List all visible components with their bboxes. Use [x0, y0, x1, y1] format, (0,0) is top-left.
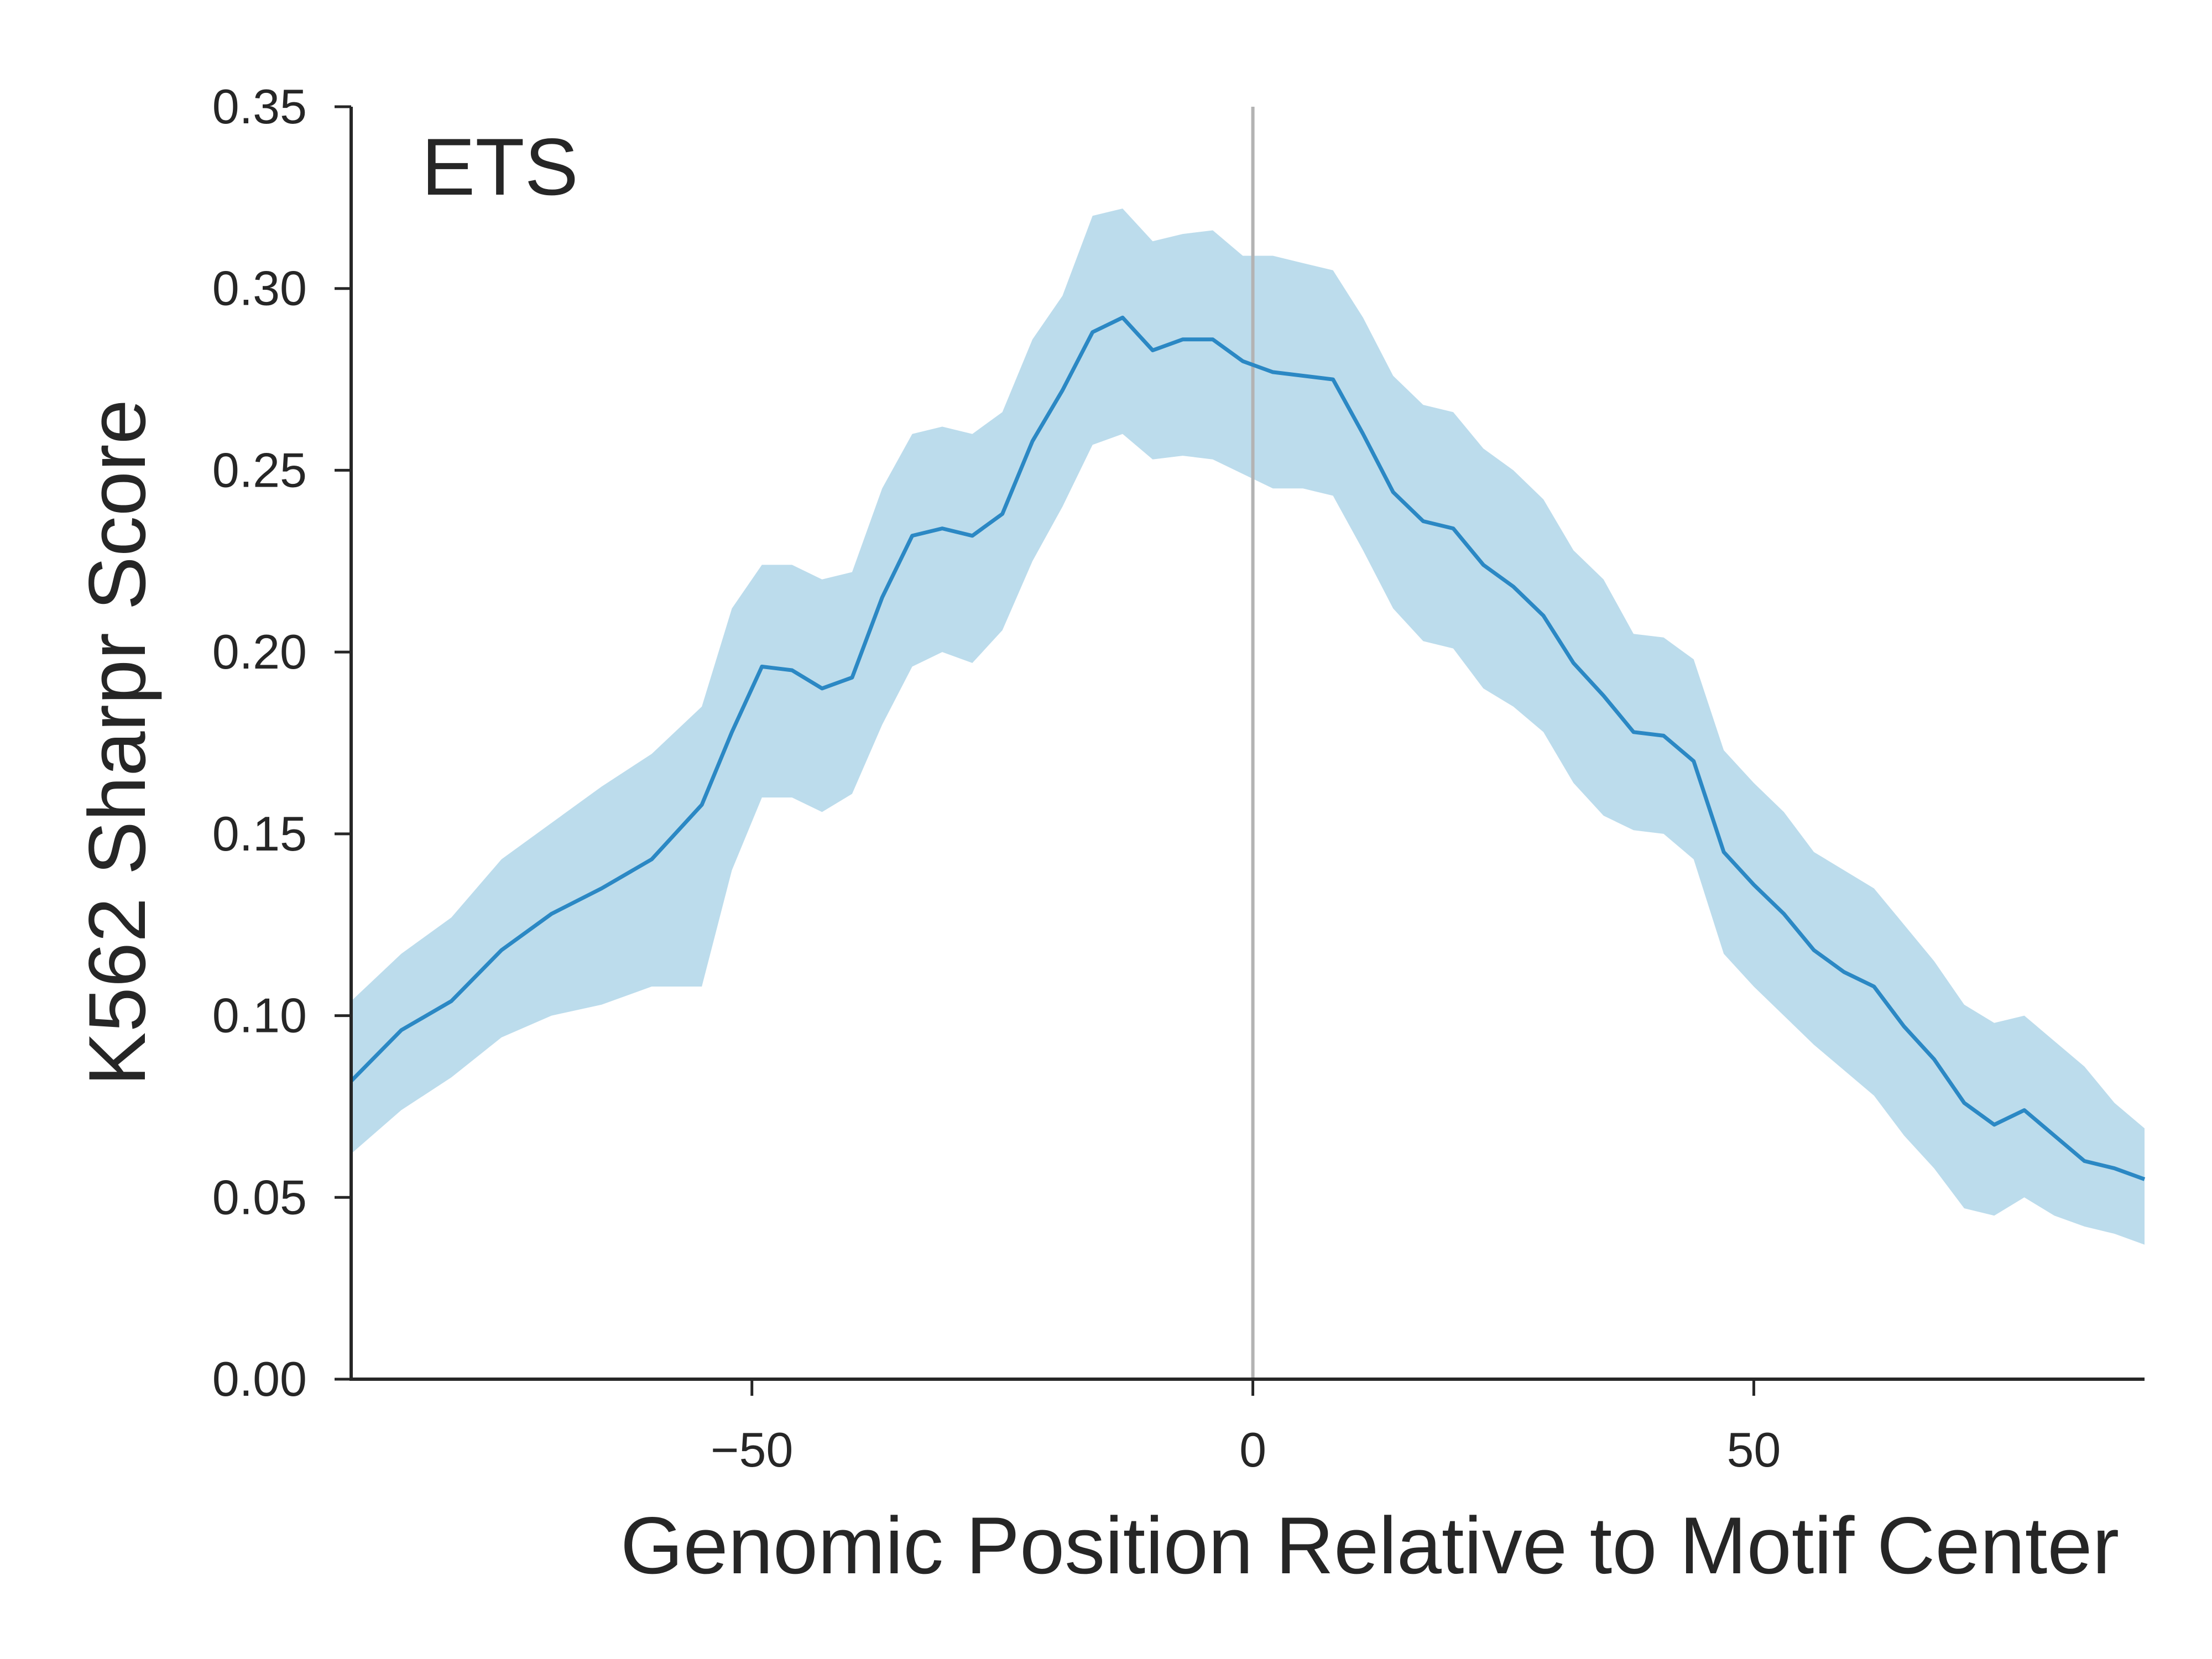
x-axis-ticks: −50 0 50 — [711, 1379, 1781, 1477]
y-tick-label: 0.10 — [212, 988, 307, 1043]
x-tick-label: 0 — [1239, 1422, 1266, 1477]
x-axis-label: Genomic Position Relative to Motif Cente… — [620, 1500, 2119, 1590]
plot-area — [349, 107, 2146, 1379]
confidence-band — [351, 208, 2145, 1245]
y-tick-label: 0.05 — [212, 1170, 307, 1224]
x-tick-label: −50 — [711, 1422, 793, 1477]
y-tick-label: 0.25 — [212, 442, 307, 497]
series-line — [349, 315, 2146, 1181]
y-tick-label: 0.20 — [212, 624, 307, 679]
x-tick-label: 50 — [1726, 1422, 1781, 1477]
y-tick-label: 0.30 — [212, 261, 307, 316]
y-axis-label: K562 Sharpr Score — [72, 399, 162, 1086]
y-tick-label: 0.35 — [212, 79, 307, 134]
y-tick-label: 0.15 — [212, 806, 307, 861]
y-axis-ticks: 0.00 0.05 0.10 0.15 0.20 0.25 0.30 0.35 — [212, 79, 351, 1406]
panel-annotation: ETS — [421, 122, 578, 212]
y-tick-label: 0.00 — [212, 1352, 307, 1406]
